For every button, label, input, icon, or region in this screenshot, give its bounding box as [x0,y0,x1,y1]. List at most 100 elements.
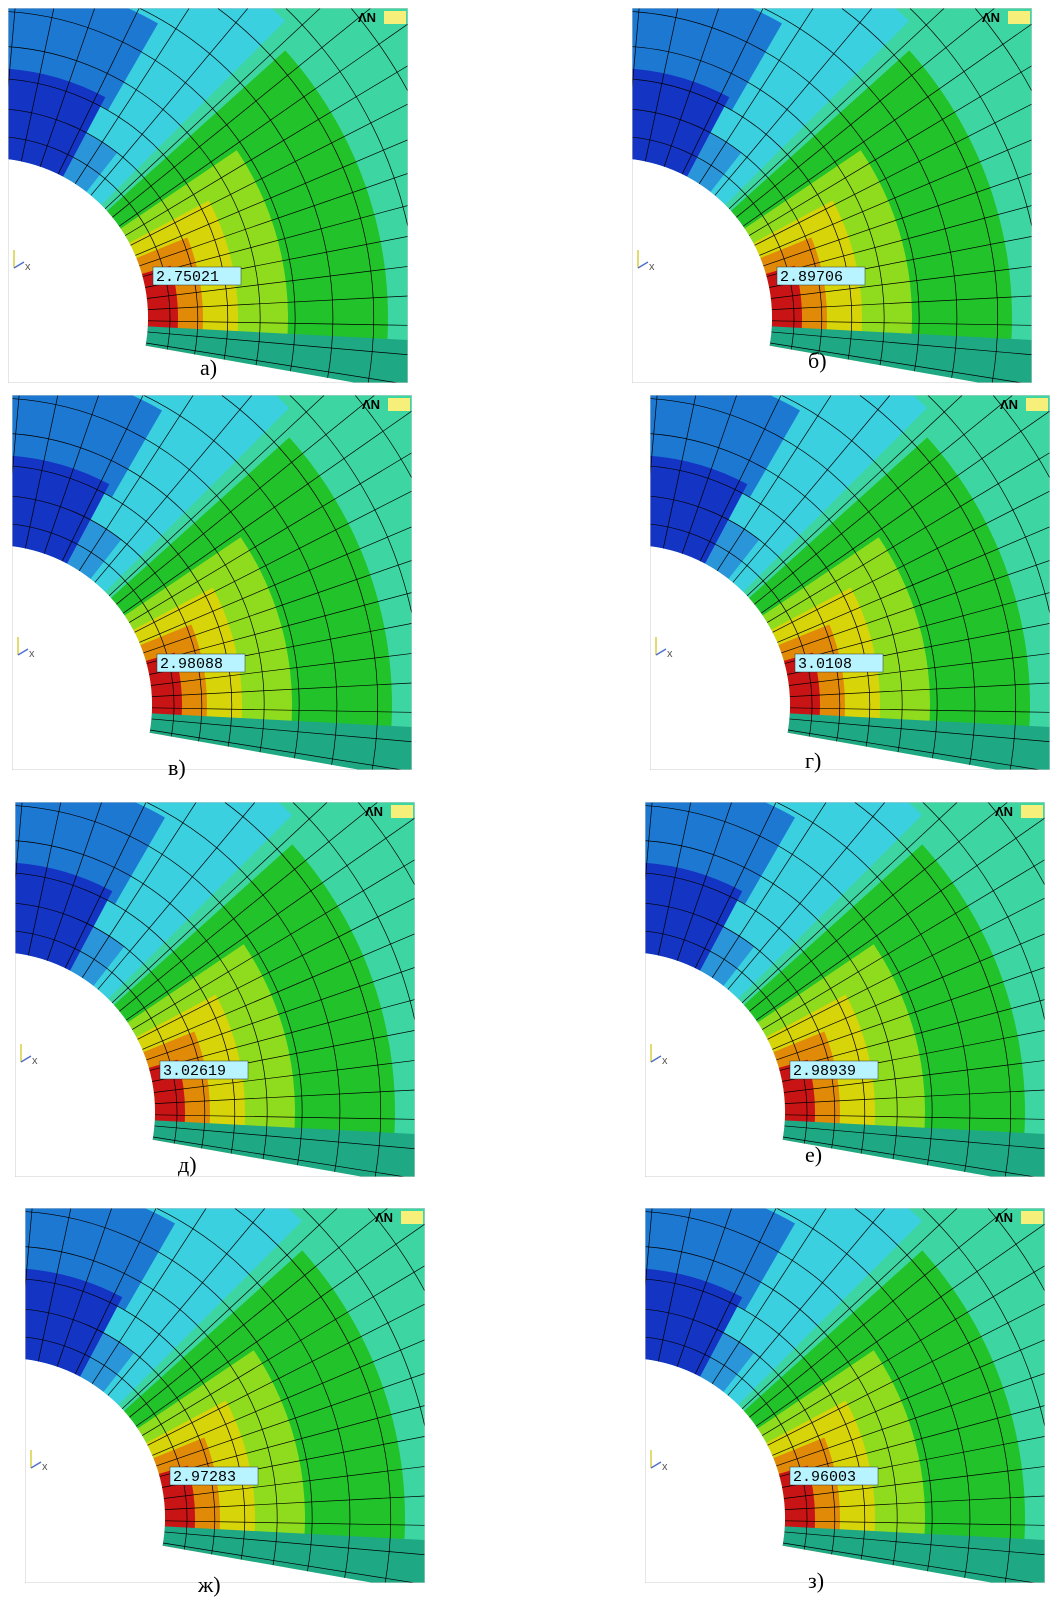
mesh-line [12,495,203,742]
mesh-line [645,930,808,1144]
cut-region [8,324,357,383]
stress-zone [67,519,122,579]
mesh-line [853,802,1011,1177]
logo: ΛN [358,10,376,25]
value-box [169,1466,259,1486]
mesh-line [789,707,1050,713]
mesh-line [676,802,733,961]
mesh-line [908,8,1032,230]
logo: ΛN [982,10,1000,25]
mesh-line [15,902,206,1149]
mesh-line [25,1278,246,1560]
mesh-line [91,1208,207,1385]
mesh-line [645,872,866,1154]
mesh-line [288,395,412,617]
stress-zone [15,862,113,971]
panel-caption: а) [200,355,217,380]
cut-region [650,711,999,770]
cut-region [645,1524,994,1583]
axis-label: x [667,648,673,660]
panel-caption: в) [168,755,186,780]
max-value: 2.75021 [156,269,219,286]
stress-zone [80,1332,135,1392]
fem-panel: ΛN x 2.89706 [632,8,1032,383]
mesh-line [216,8,374,383]
logo-mark [1021,1211,1043,1224]
axis-triad [650,1055,662,1063]
mesh-line [164,1520,425,1526]
mesh-line [650,433,903,753]
fem-panel: ΛN x 3.02619 [15,802,415,1177]
cut-region [632,324,981,383]
mesh-line [46,802,103,961]
mesh-line [138,8,334,378]
mesh-line [840,8,998,383]
fem-panel: ΛN x 2.98939 [645,802,1045,1177]
mesh-line [657,802,692,956]
hole [645,1359,785,1583]
cut-region [645,1118,994,1177]
mesh-line [987,802,1045,887]
mesh-line [25,1211,313,1572]
mesh-line [716,395,832,572]
mesh-line [663,8,720,167]
logo: ΛN [995,1210,1013,1225]
logo-mark [391,805,413,818]
logo-mark [1021,805,1043,818]
mesh-line [632,108,823,355]
mesh-line [650,398,938,759]
mesh-line [921,1208,1045,1430]
mesh-line [694,1208,777,1375]
logo-mark [401,1211,423,1224]
mesh-line [291,802,415,1024]
stress-zone [687,132,742,192]
mesh-line [987,1208,1045,1293]
value-box [794,653,884,673]
mesh-line [775,1208,971,1578]
mesh-line [645,802,653,888]
mesh-line [762,8,958,378]
axis-triad [13,261,25,269]
mesh-line [632,136,795,350]
mesh-line [780,395,976,765]
stress-zone [650,455,748,564]
value-box [789,1060,879,1080]
max-value: 3.0108 [798,656,852,673]
mesh-line [12,523,175,737]
mesh-line [662,395,697,549]
max-value: 2.98939 [793,1063,856,1080]
mesh-line [632,78,853,360]
mesh-line [727,1208,886,1396]
mesh-line [12,433,265,753]
mesh-line [650,465,871,747]
fem-panel: ΛN x 3.0108 [650,395,1050,770]
panel-caption: д) [178,1152,197,1177]
mesh-line [789,718,1050,743]
stress-zone [25,1268,123,1377]
mesh-line [155,1208,351,1578]
fem-panel: ΛN x 2.97283 [25,1208,425,1583]
axis-triad [637,261,649,269]
logo-mark [384,11,406,24]
mesh-line [698,8,814,185]
mesh-line [150,653,412,686]
stress-zone [632,68,730,177]
mesh-line [357,802,415,887]
mesh-line [146,266,408,299]
hole [12,546,152,770]
mesh-line [771,320,1032,326]
mesh-line [645,1336,808,1550]
mesh-line [142,395,338,765]
mesh-line [220,395,378,770]
hole [650,546,790,770]
max-value: 2.97283 [173,1469,236,1486]
axis-triad [655,648,667,656]
max-value: 2.96003 [793,1469,856,1486]
mesh-line [8,46,261,366]
mesh-line [162,1542,418,1583]
axis-label: x [662,1461,668,1473]
mesh-line [12,398,300,759]
mesh-line [650,523,813,737]
mesh-line [787,729,1043,770]
cut-region [12,711,361,770]
